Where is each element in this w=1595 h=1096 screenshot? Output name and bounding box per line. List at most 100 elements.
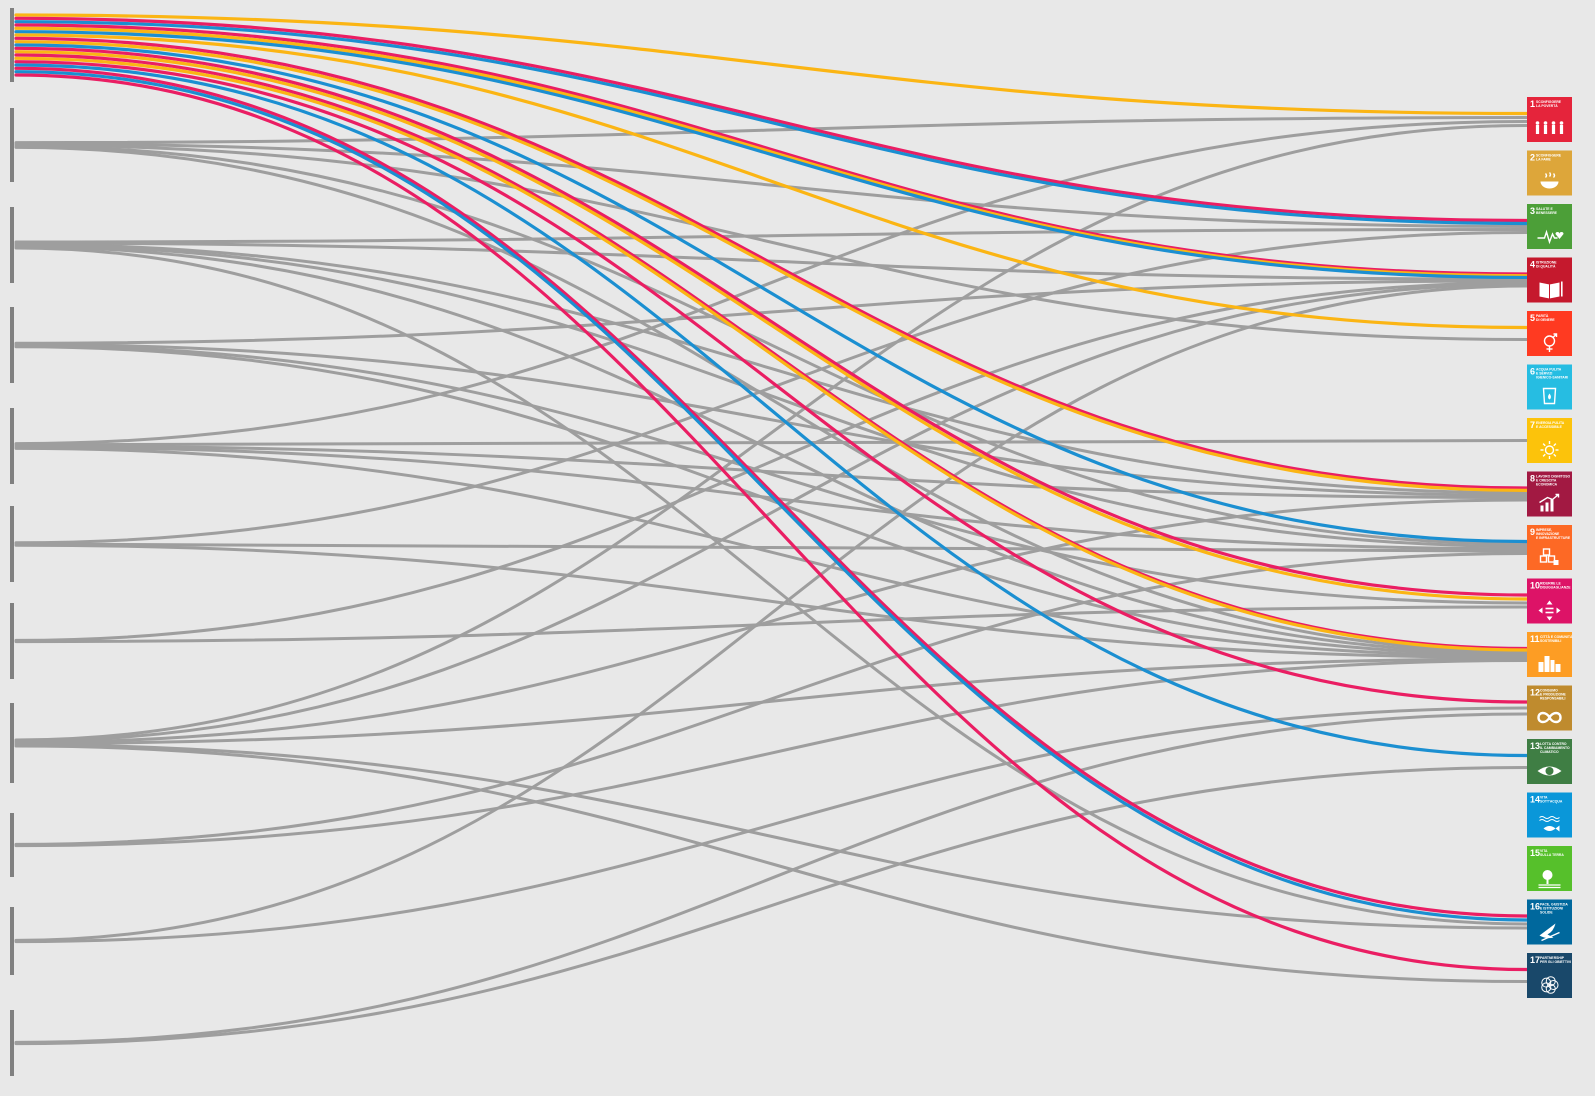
goal-title-line: DI QUALITÀ — [1536, 264, 1556, 269]
link-path-gray — [14, 145, 1529, 653]
goal-title-line: ISTRUZIONE — [1536, 261, 1557, 265]
link-path-gray — [14, 142, 1529, 228]
goal-number: 3 — [1530, 206, 1535, 216]
link-path-gray — [14, 116, 1529, 145]
rings-icon — [1541, 976, 1559, 994]
goal-title-line: PARITÀ — [1536, 313, 1549, 318]
links-highlighted — [14, 13, 1529, 972]
link-path-gray — [14, 552, 1529, 846]
source-bar — [10, 506, 14, 582]
goal-title-line: SOSTENIBILI — [1540, 639, 1561, 643]
goal-title-line: VITA — [1540, 849, 1548, 853]
goal-title-line: IGIENICO-SANITARI — [1536, 376, 1568, 380]
link-path-gray — [14, 284, 1529, 942]
goal-title-line: CONSUMO — [1540, 689, 1558, 693]
link-path-gray — [14, 342, 1529, 497]
link-path-gray — [14, 744, 1529, 983]
link-path-gray — [14, 345, 1529, 656]
sun-icon — [1540, 441, 1559, 459]
goal-number: 8 — [1530, 474, 1535, 484]
dove-icon — [1539, 923, 1560, 942]
goal-tile-background — [1527, 739, 1572, 784]
goal-number: 11 — [1530, 634, 1540, 644]
goal-title-line: E ACCESSIBILE — [1536, 425, 1563, 429]
goal-title-line: E PRODUZIONE — [1540, 693, 1567, 697]
link-path-pink — [14, 36, 1529, 490]
goal-title-line: E INFRASTRUTTURE — [1536, 536, 1571, 540]
source-bar — [10, 1010, 14, 1076]
goal-title-line: LOTTA CONTRO — [1540, 742, 1567, 746]
source-bar — [10, 408, 14, 484]
goal-title-line: BENESSERE — [1536, 211, 1558, 215]
book-icon — [1539, 281, 1563, 299]
goal-title-line: E SERVIZI — [1536, 372, 1552, 376]
goal-tile-background — [1527, 471, 1572, 517]
goal-title-line: PARTNERSHIP — [1540, 956, 1565, 960]
link-path-gray — [14, 245, 1529, 655]
goal-title-line: LA POVERTÀ — [1536, 103, 1558, 108]
goal-title-line: LAVORO DIGNITOSO — [1536, 475, 1571, 479]
goal-tile-background — [1527, 364, 1572, 410]
cubes-icon — [1539, 548, 1559, 565]
link-path-pink — [14, 66, 1529, 918]
link-path-gray — [14, 446, 1529, 658]
goal-title-line: DI GENERE — [1536, 318, 1555, 322]
link-path-gray — [14, 659, 1529, 848]
link-path-gray — [14, 542, 1529, 553]
link-path-pink — [14, 46, 1529, 597]
goal-title-line: IL CAMBIAMENTO — [1540, 746, 1570, 750]
goal-tile-background — [1527, 97, 1572, 142]
goal-number: 10 — [1530, 581, 1540, 591]
link-path-pink — [14, 53, 1529, 651]
goal-number: 12 — [1530, 688, 1540, 698]
goal-title-line: PER GLI OBIETTIVI — [1540, 960, 1571, 964]
link-path-yellow — [14, 26, 1529, 278]
goal-title-line: RIDURRE LE — [1540, 582, 1561, 586]
goal-title-line: LA FAME — [1536, 158, 1551, 162]
link-path-gray — [14, 605, 1529, 644]
link-path-gray — [14, 124, 1529, 742]
gender-icon — [1543, 333, 1558, 352]
goal-title-line: PACE, GIUSTIZIA — [1540, 903, 1568, 907]
goal-title-line: ENERGIA PULITA — [1536, 421, 1565, 425]
link-path-blue — [14, 20, 1529, 226]
link-path-gray — [14, 244, 1529, 548]
link-path-gray — [14, 498, 1529, 744]
heartbeat-icon — [1537, 229, 1564, 245]
goal-number: 17 — [1530, 955, 1540, 965]
goal-number: 14 — [1530, 795, 1540, 805]
goal-number: 7 — [1530, 420, 1535, 430]
link-path-gray — [14, 228, 1529, 244]
eye-globe-icon — [1537, 766, 1562, 776]
goal-tile-background — [1527, 418, 1572, 463]
link-path-gray — [14, 120, 1529, 446]
infinity-icon — [1537, 711, 1562, 724]
goal-number: 16 — [1530, 902, 1540, 912]
link-path-yellow — [14, 40, 1529, 492]
fish-icon — [1539, 816, 1560, 832]
link-path-pink — [14, 60, 1529, 704]
link-path-pink — [14, 23, 1529, 276]
link-path-yellow — [14, 33, 1529, 330]
goal-title-line: E CRESCITA — [1536, 479, 1557, 483]
link-path-gray — [14, 144, 1529, 546]
links-gray — [14, 116, 1529, 1046]
link-path-gray — [14, 439, 1529, 447]
